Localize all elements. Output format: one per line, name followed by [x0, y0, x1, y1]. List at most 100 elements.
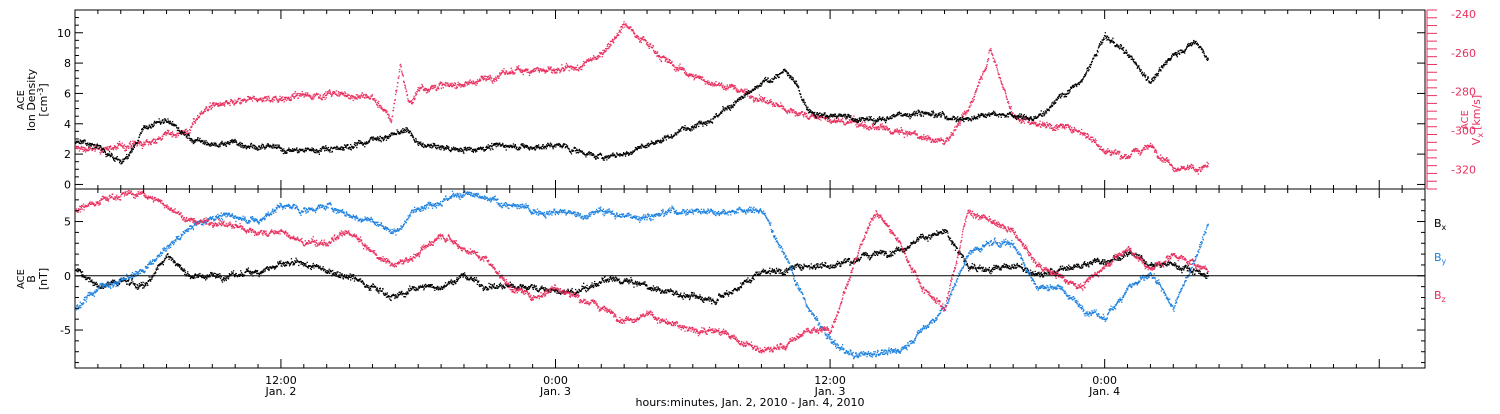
data-point	[405, 87, 406, 88]
data-point	[372, 94, 373, 95]
data-point	[736, 102, 737, 103]
data-point	[555, 69, 556, 70]
data-point	[932, 139, 933, 140]
data-point	[1152, 144, 1153, 145]
data-point	[704, 79, 705, 80]
data-point	[862, 121, 863, 122]
data-point	[845, 119, 846, 120]
data-point	[260, 148, 261, 149]
data-point	[115, 146, 116, 147]
data-point	[491, 148, 492, 149]
data-point	[864, 122, 865, 123]
data-point	[539, 70, 540, 71]
data-point	[612, 153, 613, 154]
data-point	[377, 105, 378, 106]
data-point	[840, 121, 841, 122]
data-point	[1071, 127, 1072, 128]
data-point	[543, 144, 544, 145]
data-point	[276, 99, 277, 100]
data-point	[573, 150, 574, 151]
data-point	[192, 122, 193, 123]
data-point	[649, 48, 650, 49]
data-point	[294, 98, 295, 99]
data-point	[151, 144, 152, 145]
data-point	[311, 147, 312, 148]
data-point	[739, 99, 740, 100]
data-point	[594, 156, 595, 157]
data-point	[345, 93, 346, 94]
data-point	[762, 98, 763, 99]
data-point	[637, 149, 638, 150]
data-point	[199, 138, 200, 139]
data-point	[127, 156, 128, 157]
data-point	[747, 95, 748, 96]
data-point	[477, 83, 478, 84]
data-point	[656, 143, 657, 144]
data-point	[488, 76, 489, 77]
data-point	[391, 120, 392, 121]
data-point	[499, 72, 500, 73]
data-point	[646, 145, 647, 146]
data-point	[993, 58, 994, 59]
data-point	[937, 141, 938, 142]
data-point	[213, 102, 214, 103]
data-point	[635, 147, 636, 148]
data-point	[293, 93, 294, 94]
data-point	[582, 65, 583, 66]
data-point	[155, 139, 156, 140]
data-point	[373, 136, 374, 137]
data-point	[274, 100, 275, 101]
data-point	[974, 99, 975, 100]
data-point	[101, 147, 102, 148]
data-point	[678, 70, 679, 71]
data-point	[406, 91, 407, 92]
data-point	[1006, 97, 1007, 98]
data-point	[696, 127, 697, 128]
data-point	[646, 147, 647, 148]
data-point	[522, 71, 523, 72]
data-point	[900, 130, 901, 131]
data-point	[606, 157, 607, 158]
data-point	[857, 124, 858, 125]
data-point	[332, 151, 333, 152]
data-point	[982, 79, 983, 80]
data-point	[261, 145, 262, 146]
data-point	[180, 133, 181, 134]
data-point	[1012, 113, 1013, 114]
data-point	[377, 137, 378, 138]
data-point	[802, 111, 803, 112]
data-point	[927, 135, 928, 136]
data-point	[382, 137, 383, 138]
data-point	[691, 128, 692, 129]
data-point	[325, 145, 326, 146]
data-point	[381, 107, 382, 108]
data-point	[529, 148, 530, 149]
data-point	[413, 102, 414, 103]
data-point	[1197, 170, 1198, 171]
data-point	[291, 99, 292, 100]
data-point	[949, 137, 950, 138]
data-point	[614, 39, 615, 40]
data-point	[432, 88, 433, 89]
data-point	[595, 159, 596, 160]
data-point	[795, 111, 796, 112]
data-point	[85, 140, 86, 141]
data-point	[609, 46, 610, 47]
data-point	[712, 82, 713, 83]
data-point	[480, 80, 481, 81]
data-point	[205, 142, 206, 143]
data-point	[699, 121, 700, 122]
data-point	[496, 77, 497, 78]
data-point	[439, 148, 440, 149]
data-point	[712, 85, 713, 86]
data-point	[454, 87, 455, 88]
data-point	[357, 94, 358, 95]
data-point	[1190, 165, 1191, 166]
data-point	[100, 153, 101, 154]
data-point	[111, 156, 112, 157]
data-point	[83, 141, 84, 142]
data-point	[143, 145, 144, 146]
data-point	[775, 106, 776, 107]
data-point	[412, 103, 413, 104]
data-point	[789, 111, 790, 112]
